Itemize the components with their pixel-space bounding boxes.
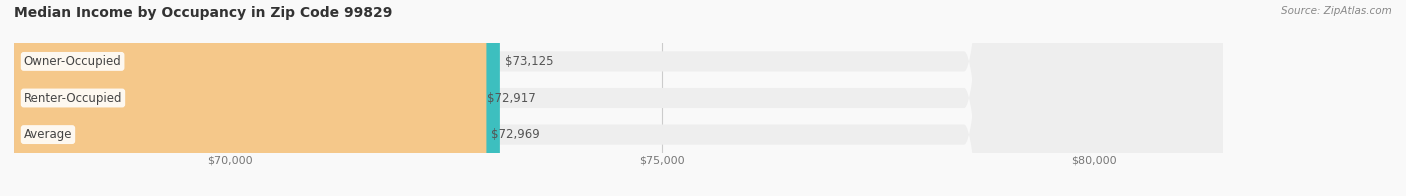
Text: Owner-Occupied: Owner-Occupied xyxy=(24,55,121,68)
Text: $72,969: $72,969 xyxy=(491,128,540,141)
FancyBboxPatch shape xyxy=(14,0,1223,196)
FancyBboxPatch shape xyxy=(14,0,482,196)
Text: Average: Average xyxy=(24,128,72,141)
Text: Median Income by Occupancy in Zip Code 99829: Median Income by Occupancy in Zip Code 9… xyxy=(14,6,392,20)
Text: $72,917: $72,917 xyxy=(486,92,536,104)
FancyBboxPatch shape xyxy=(14,0,1223,196)
Text: Source: ZipAtlas.com: Source: ZipAtlas.com xyxy=(1281,6,1392,16)
Text: Renter-Occupied: Renter-Occupied xyxy=(24,92,122,104)
FancyBboxPatch shape xyxy=(14,0,486,196)
Text: $73,125: $73,125 xyxy=(505,55,553,68)
FancyBboxPatch shape xyxy=(14,0,501,196)
FancyBboxPatch shape xyxy=(14,0,1223,196)
